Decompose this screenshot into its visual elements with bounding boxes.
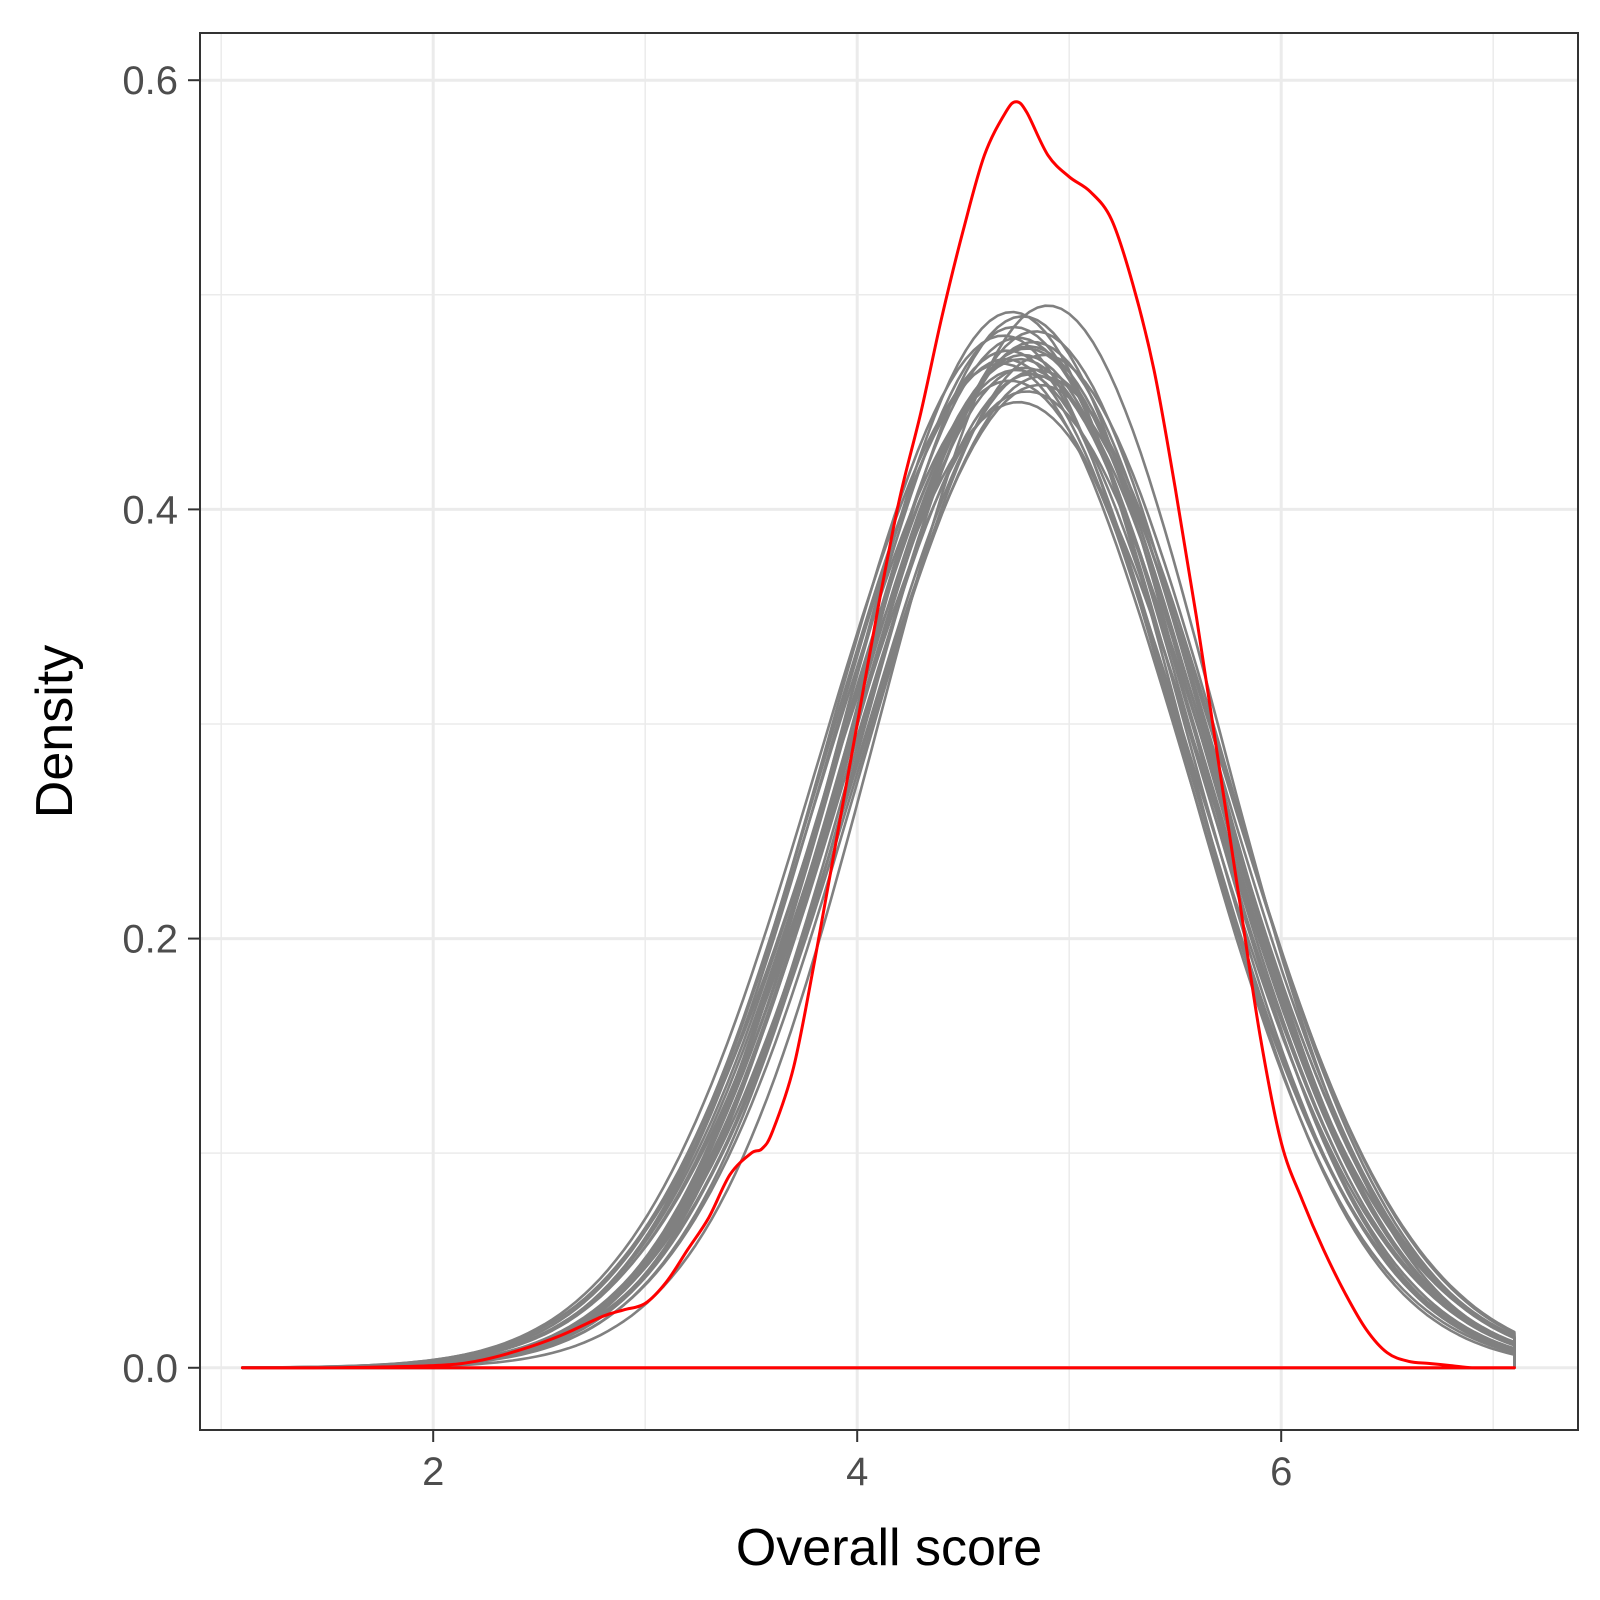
y-axis-title: Density — [26, 645, 84, 818]
y-axis-ticks: 0.0 0.2 0.4 0.6 — [122, 59, 200, 1391]
y-tick-label: 0.6 — [122, 59, 178, 103]
replicate-curve-23 — [241, 334, 1516, 1370]
replicate-density-curves — [241, 304, 1516, 1370]
x-tick-label: 4 — [846, 1450, 868, 1494]
observed-curve — [240, 100, 1516, 1370]
y-tick-label: 0.2 — [122, 918, 178, 962]
x-axis-title: Overall score — [736, 1519, 1042, 1577]
panel-border — [199, 32, 1579, 1431]
x-tick-label: 6 — [1270, 1450, 1292, 1494]
x-tick-label: 2 — [422, 1450, 444, 1494]
observed-density-curve — [240, 100, 1516, 1370]
replicate-curve-25 — [241, 353, 1516, 1370]
y-tick-label: 0.0 — [122, 1347, 178, 1391]
y-tick-label: 0.4 — [122, 488, 178, 532]
x-axis-ticks: 2 4 6 — [422, 1430, 1292, 1494]
